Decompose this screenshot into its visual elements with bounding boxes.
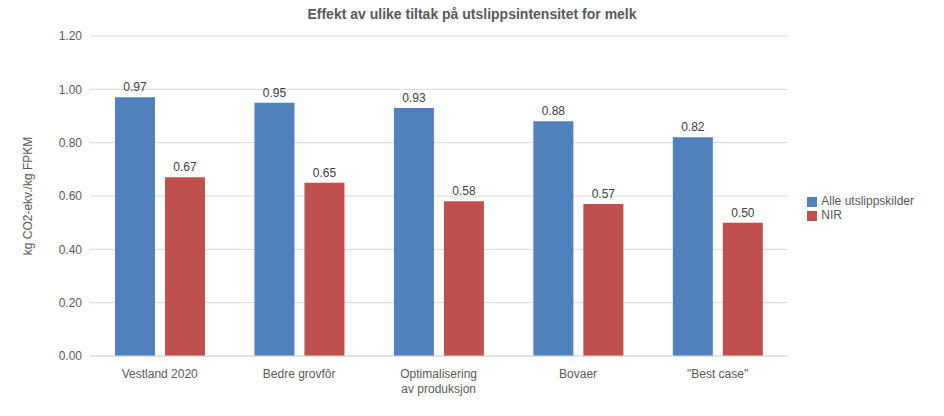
svg-text:0.00: 0.00	[59, 349, 83, 363]
svg-text:"Best case": "Best case"	[687, 367, 748, 381]
svg-text:0.20: 0.20	[59, 296, 83, 310]
svg-text:0.57: 0.57	[592, 187, 616, 201]
svg-text:1.20: 1.20	[59, 29, 83, 43]
svg-text:0.58: 0.58	[452, 184, 476, 198]
svg-text:0.50: 0.50	[731, 206, 755, 220]
html-text:Alle utslippskilder: Alle utslippskilder	[821, 194, 914, 208]
svg-text:0.93: 0.93	[402, 91, 426, 105]
svg-text:kg CO2-ekv./kg FPKM: kg CO2-ekv./kg FPKM	[21, 137, 35, 255]
svg-text:0.65: 0.65	[313, 166, 337, 180]
html-text:NIR: NIR	[821, 208, 842, 222]
svg-text:0.97: 0.97	[123, 80, 147, 94]
svg-text:1.00: 1.00	[59, 83, 83, 97]
svg-text:0.88: 0.88	[542, 104, 566, 118]
svg-text:0.40: 0.40	[59, 243, 83, 257]
svg-text:0.80: 0.80	[59, 136, 83, 150]
svg-text:Optimaliseringav produksjon: Optimaliseringav produksjon	[400, 367, 477, 396]
svg-text:Vestland 2020: Vestland 2020	[122, 367, 198, 381]
svg-text:Bedre grovfôr: Bedre grovfôr	[263, 367, 336, 381]
svg-text:0.67: 0.67	[173, 160, 197, 174]
svg-text:0.60: 0.60	[59, 189, 83, 203]
svg-text:0.95: 0.95	[263, 86, 287, 100]
html-text:Effekt av ulike tiltak på utsl: Effekt av ulike tiltak på utslippsintens…	[307, 6, 637, 22]
svg-text:Bovaer: Bovaer	[559, 367, 597, 381]
svg-text:0.82: 0.82	[681, 120, 705, 134]
